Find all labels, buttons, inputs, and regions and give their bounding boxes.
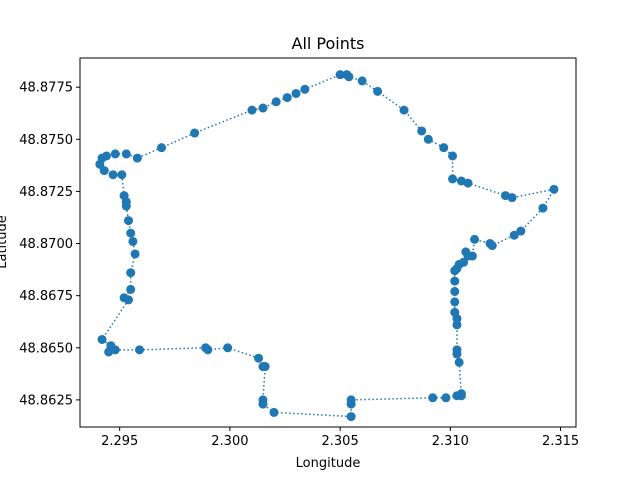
- data-point: [126, 228, 136, 238]
- data-point: [260, 362, 270, 372]
- data-point: [441, 393, 451, 403]
- data-point: [452, 345, 462, 355]
- data-point: [254, 353, 264, 363]
- data-point: [128, 236, 138, 246]
- data-point: [258, 399, 268, 409]
- axes-frame: [79, 57, 577, 428]
- data-point: [99, 166, 109, 176]
- data-point: [117, 170, 127, 180]
- data-point: [450, 297, 460, 307]
- data-point: [450, 307, 460, 317]
- data-point: [467, 251, 477, 261]
- data-point: [157, 143, 167, 153]
- data-point: [549, 184, 559, 194]
- x-tick-label: 2.315: [542, 434, 579, 449]
- y-tick-label: 48.8700: [19, 237, 73, 252]
- data-point: [335, 70, 345, 80]
- y-axis-ticks: 48.8625 48.8650 48.8675 48.8700 48.8725 48.87…: [19, 81, 80, 408]
- data-point: [448, 174, 458, 184]
- y-tick-label: 48.8650: [19, 341, 73, 356]
- data-point: [452, 320, 462, 330]
- chart-title: All Points: [292, 34, 365, 53]
- data-point: [428, 393, 438, 403]
- x-axis-label: Longitude: [296, 456, 361, 471]
- data-point: [126, 268, 136, 278]
- data-point: [344, 72, 354, 82]
- x-tick-label: 2.305: [322, 434, 359, 449]
- data-point: [423, 134, 433, 144]
- data-point: [346, 395, 356, 405]
- data-point: [258, 103, 268, 113]
- marks-layer: [95, 70, 559, 422]
- data-point: [459, 257, 469, 267]
- y-axis-label: Latitude: [0, 215, 10, 269]
- data-point: [247, 105, 257, 115]
- data-point: [132, 153, 142, 163]
- data-point: [110, 149, 120, 159]
- data-point: [456, 391, 466, 401]
- data-point: [373, 86, 383, 96]
- data-point: [95, 159, 105, 169]
- data-point: [487, 241, 497, 251]
- data-point: [417, 126, 427, 136]
- data-point: [108, 170, 118, 180]
- data-point: [538, 203, 548, 213]
- data-point: [500, 191, 510, 201]
- data-point: [399, 105, 409, 115]
- plot-area: [80, 58, 576, 427]
- data-point: [448, 151, 458, 161]
- data-point: [291, 88, 301, 98]
- data-point: [439, 143, 449, 153]
- data-point: [346, 412, 356, 422]
- data-point: [456, 176, 466, 186]
- data-point: [124, 216, 133, 226]
- data-point: [190, 128, 200, 138]
- data-point: [300, 84, 310, 94]
- data-point: [271, 97, 281, 107]
- data-point: [516, 226, 526, 236]
- data-point: [282, 93, 292, 103]
- y-tick-label: 48.8675: [19, 289, 73, 304]
- x-axis-ticks: 2.295 2.300 2.305 2.310 2.315: [101, 427, 579, 449]
- data-point: [110, 345, 120, 355]
- y-tick-label: 48.8750: [19, 133, 73, 148]
- data-point: [97, 334, 107, 344]
- data-point: [126, 284, 136, 294]
- data-point: [454, 357, 464, 367]
- data-point: [269, 407, 279, 417]
- data-point: [357, 76, 367, 86]
- data-point: [450, 286, 460, 296]
- x-tick-label: 2.300: [211, 434, 248, 449]
- x-tick-label: 2.295: [101, 434, 138, 449]
- data-point: [203, 345, 213, 355]
- data-point: [470, 234, 480, 244]
- y-tick-label: 48.8725: [19, 185, 73, 200]
- data-point: [124, 295, 133, 305]
- x-tick-label: 2.310: [432, 434, 469, 449]
- data-point: [130, 249, 140, 259]
- data-point: [223, 343, 233, 353]
- data-point: [509, 230, 519, 240]
- y-tick-label: 48.8625: [19, 393, 73, 408]
- y-tick-label: 48.8775: [19, 81, 73, 96]
- data-point: [135, 345, 145, 355]
- data-point: [121, 149, 131, 159]
- data-point: [450, 276, 460, 286]
- data-point: [121, 201, 131, 211]
